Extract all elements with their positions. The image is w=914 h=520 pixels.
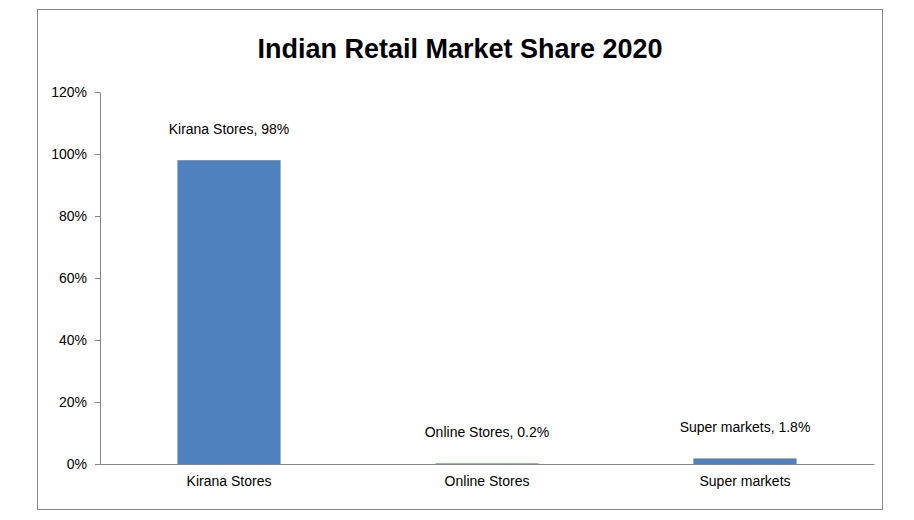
y-tick-mark	[95, 340, 100, 341]
chart-title: Indian Retail Market Share 2020	[257, 34, 662, 64]
y-tick: 80%	[59, 208, 100, 224]
bar	[693, 458, 796, 464]
y-tick: 100%	[51, 146, 100, 162]
x-axis-line	[101, 464, 875, 465]
data-label: Online Stores, 0.2%	[425, 424, 550, 440]
x-tick: Online Stores	[445, 464, 530, 489]
y-tick-label: 120%	[51, 84, 87, 100]
y-tick-label: 60%	[59, 270, 87, 286]
chart-frame	[38, 10, 883, 510]
data-labels: Kirana Stores, 98% Online Stores, 0.2% Sup…	[169, 121, 811, 440]
y-axis-line	[100, 93, 101, 465]
y-tick-mark	[95, 464, 100, 465]
bar	[177, 160, 280, 464]
data-label: Kirana Stores, 98%	[169, 121, 290, 137]
y-tick: 120%	[51, 84, 100, 100]
y-tick: 40%	[59, 332, 100, 348]
x-tick-label: Kirana Stores	[187, 473, 272, 489]
y-tick-mark	[95, 216, 100, 217]
y-tick-mark	[95, 402, 100, 403]
y-tick: 20%	[59, 394, 100, 410]
x-tick: Super markets	[699, 464, 790, 489]
y-tick: 60%	[59, 270, 100, 286]
y-axis: 0% 20% 40% 60% 80% 100% 120%	[51, 84, 100, 472]
x-axis: Kirana Stores Online Stores Super markets	[101, 464, 875, 489]
y-tick-mark	[95, 92, 100, 93]
x-tick-label: Super markets	[699, 473, 790, 489]
x-tick: Kirana Stores	[187, 464, 272, 489]
y-tick-label: 40%	[59, 332, 87, 348]
y-tick-label: 80%	[59, 208, 87, 224]
y-tick-label: 0%	[67, 456, 87, 472]
y-tick-mark	[95, 278, 100, 279]
y-tick-mark	[95, 154, 100, 155]
chart: Indian Retail Market Share 2020 0% 20% 40% 6…	[0, 0, 914, 520]
y-tick: 0%	[67, 456, 100, 472]
bar	[435, 463, 538, 464]
y-tick-label: 100%	[51, 146, 87, 162]
x-tick-label: Online Stores	[445, 473, 530, 489]
y-tick-label: 20%	[59, 394, 87, 410]
data-label: Super markets, 1.8%	[680, 419, 811, 435]
